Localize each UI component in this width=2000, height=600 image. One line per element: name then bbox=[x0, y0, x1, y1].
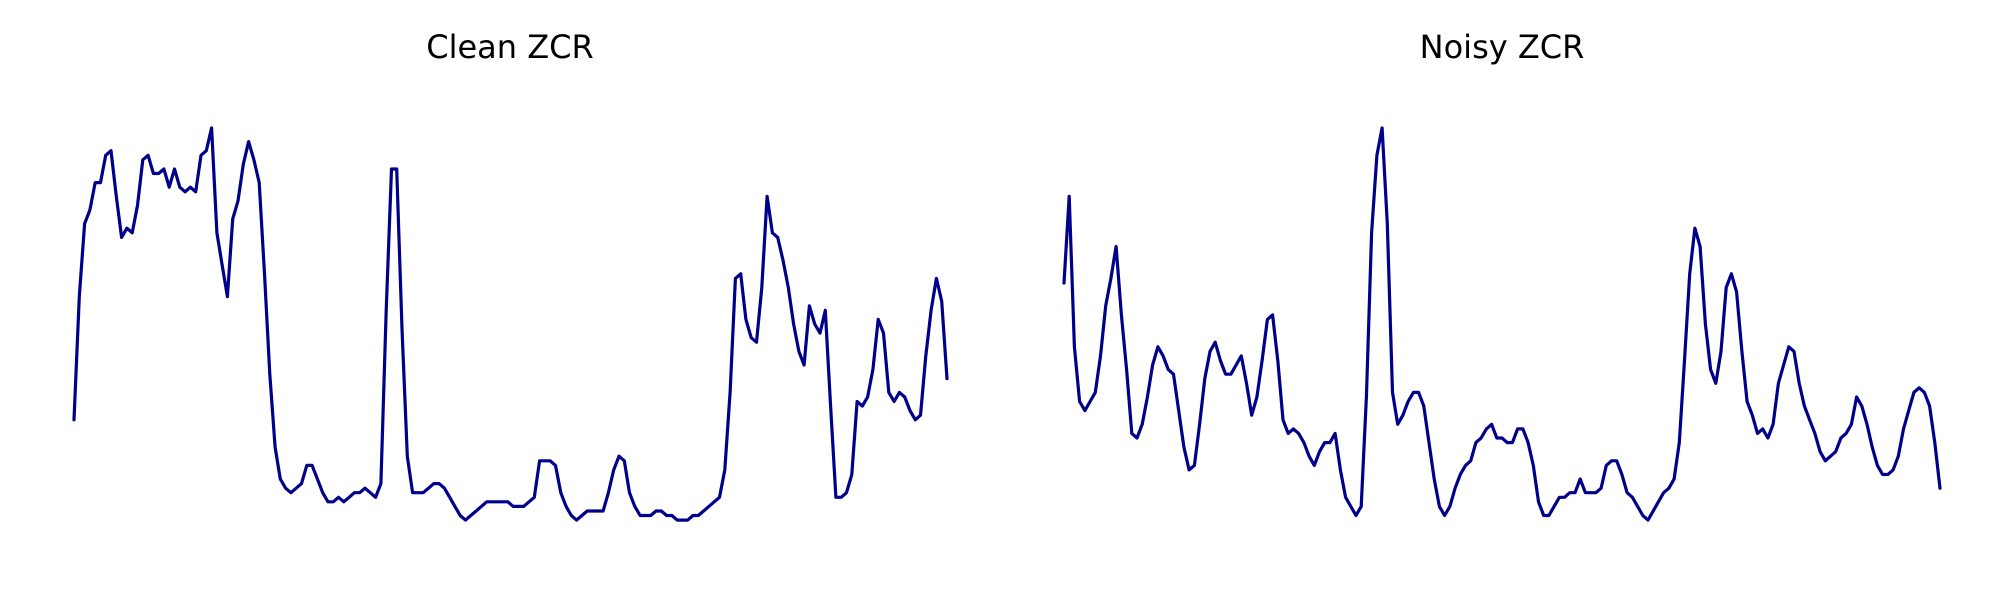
clean-zcr-title: Clean ZCR bbox=[426, 28, 593, 66]
clean-zcr-series-line bbox=[72, 126, 949, 522]
noisy-zcr-series-line bbox=[1062, 126, 1942, 522]
noisy-zcr-panel: Noisy ZCR bbox=[1062, 28, 1942, 522]
clean-zcr-panel: Clean ZCR bbox=[72, 28, 949, 522]
noisy-zcr-title: Noisy ZCR bbox=[1420, 28, 1585, 66]
